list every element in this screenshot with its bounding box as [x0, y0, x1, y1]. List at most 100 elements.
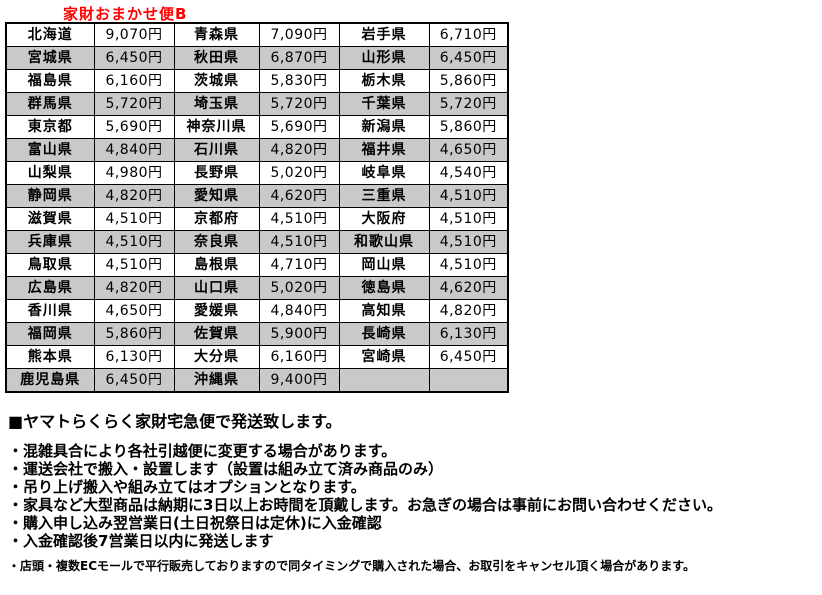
note-line: ・購入申し込み翌営業日(土日祝祭日は定休)に入金確認	[8, 514, 382, 532]
prefecture-cell: 千葉県	[338, 92, 430, 116]
prefecture-cell: 福島県	[5, 69, 95, 93]
price-cell: 4,820円	[93, 276, 175, 300]
price-cell: 6,130円	[428, 322, 509, 346]
prefecture-cell: 山口県	[173, 276, 260, 300]
note-line: ・家具など大型商品は納期に3日以上お時間を頂戴します。お急ぎの場合は事前にお問い…	[8, 496, 722, 514]
prefecture-cell: 茨城県	[173, 69, 260, 93]
price-cell: 6,450円	[93, 46, 175, 70]
prefecture-cell: 広島県	[5, 276, 95, 300]
prefecture-cell: 栃木県	[338, 69, 430, 93]
price-cell: 6,870円	[258, 46, 340, 70]
prefecture-cell: 岐阜県	[338, 161, 430, 185]
table-row: 静岡県 4,820円 愛知県 4,620円 三重県 4,510円	[5, 184, 509, 208]
prefecture-cell: 高知県	[338, 299, 430, 323]
prefecture-cell: 鳥取県	[5, 253, 95, 277]
price-cell: 4,510円	[428, 230, 509, 254]
table-row: 福岡県 5,860円 佐賀県 5,900円 長崎県 6,130円	[5, 322, 509, 346]
price-cell: 4,510円	[428, 184, 509, 208]
price-cell: 4,510円	[258, 230, 340, 254]
price-cell: 5,860円	[428, 115, 509, 139]
prefecture-cell	[338, 368, 430, 393]
price-cell: 4,620円	[428, 276, 509, 300]
price-cell: 4,710円	[258, 253, 340, 277]
table-row: 香川県 4,650円 愛媛県 4,840円 高知県 4,820円	[5, 299, 509, 323]
prefecture-cell: 佐賀県	[173, 322, 260, 346]
price-cell: 4,820円	[258, 138, 340, 162]
price-cell: 4,510円	[93, 253, 175, 277]
prefecture-cell: 新潟県	[338, 115, 430, 139]
price-cell: 5,690円	[258, 115, 340, 139]
table-row: 広島県 4,820円 山口県 5,020円 徳島県 4,620円	[5, 276, 509, 300]
price-cell: 4,510円	[428, 207, 509, 231]
prefecture-cell: 三重県	[338, 184, 430, 208]
table-row: 滋賀県 4,510円 京都府 4,510円 大阪府 4,510円	[5, 207, 509, 231]
prefecture-cell: 愛知県	[173, 184, 260, 208]
price-cell: 9,070円	[93, 22, 175, 47]
table-row: 宮城県 6,450円 秋田県 6,870円 山形県 6,450円	[5, 46, 509, 70]
notes-heading: ■ヤマトらくらく家財宅急便で発送致します。	[8, 412, 342, 431]
price-cell: 6,160円	[93, 69, 175, 93]
prefecture-cell: 滋賀県	[5, 207, 95, 231]
price-cell: 4,510円	[93, 207, 175, 231]
price-cell: 5,720円	[258, 92, 340, 116]
prefecture-cell: 和歌山県	[338, 230, 430, 254]
prefecture-cell: 山梨県	[5, 161, 95, 185]
price-cell: 5,830円	[258, 69, 340, 93]
price-cell: 5,020円	[258, 161, 340, 185]
table-row: 群馬県 5,720円 埼玉県 5,720円 千葉県 5,720円	[5, 92, 509, 116]
price-cell: 5,720円	[428, 92, 509, 116]
price-cell: 6,450円	[428, 345, 509, 369]
price-cell: 4,510円	[93, 230, 175, 254]
prefecture-cell: 愛媛県	[173, 299, 260, 323]
price-cell: 4,840円	[93, 138, 175, 162]
prefecture-cell: 宮崎県	[338, 345, 430, 369]
note-line: ・混雑具合により各社引越便に変更する場合があります。	[8, 442, 397, 460]
price-cell: 6,130円	[93, 345, 175, 369]
price-cell: 5,860円	[428, 69, 509, 93]
prefecture-cell: 岡山県	[338, 253, 430, 277]
price-cell: 4,840円	[258, 299, 340, 323]
prefecture-cell: 東京都	[5, 115, 95, 139]
prefecture-cell: 兵庫県	[5, 230, 95, 254]
price-cell: 5,690円	[93, 115, 175, 139]
prefecture-cell: 鹿児島県	[5, 368, 95, 393]
note-line: ・吊り上げ搬入や組み立てはオプションとなります。	[8, 478, 366, 496]
table-row: 福島県 6,160円 茨城県 5,830円 栃木県 5,860円	[5, 69, 509, 93]
prefecture-cell: 群馬県	[5, 92, 95, 116]
prefecture-cell: 沖縄県	[173, 368, 260, 393]
price-cell: 4,540円	[428, 161, 509, 185]
notes-section: ■ヤマトらくらく家財宅急便で発送致します。 ・混雑具合により各社引越便に変更する…	[8, 412, 818, 574]
price-cell: 6,160円	[258, 345, 340, 369]
table-row: 兵庫県 4,510円 奈良県 4,510円 和歌山県 4,510円	[5, 230, 509, 254]
prefecture-cell: 香川県	[5, 299, 95, 323]
price-cell: 7,090円	[258, 22, 340, 47]
footnote: ・店頭・複数ECモールで平行販売しておりますので同タイミングで購入された場合、お…	[8, 559, 696, 573]
prefecture-cell: 長崎県	[338, 322, 430, 346]
price-cell: 4,650円	[93, 299, 175, 323]
prefecture-cell: 宮城県	[5, 46, 95, 70]
prefecture-cell: 石川県	[173, 138, 260, 162]
prefecture-cell: 京都府	[173, 207, 260, 231]
table-row: 熊本県 6,130円 大分県 6,160円 宮崎県 6,450円	[5, 345, 509, 369]
price-cell: 4,510円	[258, 207, 340, 231]
note-line: ・運送会社で搬入・設置します（設置は組み立て済み商品のみ）	[8, 460, 444, 478]
prefecture-cell: 福井県	[338, 138, 430, 162]
table-row: 北海道 9,070円 青森県 7,090円 岩手県 6,710円	[5, 22, 509, 47]
price-cell: 5,720円	[93, 92, 175, 116]
prefecture-cell: 山形県	[338, 46, 430, 70]
table-row: 鳥取県 4,510円 島根県 4,710円 岡山県 4,510円	[5, 253, 509, 277]
prefecture-cell: 大分県	[173, 345, 260, 369]
price-cell: 6,450円	[93, 368, 175, 393]
prefecture-cell: 徳島県	[338, 276, 430, 300]
table-row: 東京都 5,690円 神奈川県 5,690円 新潟県 5,860円	[5, 115, 509, 139]
table-row: 山梨県 4,980円 長野県 5,020円 岐阜県 4,540円	[5, 161, 509, 185]
price-cell: 9,400円	[258, 368, 340, 393]
price-cell: 4,820円	[428, 299, 509, 323]
prefecture-cell: 静岡県	[5, 184, 95, 208]
price-cell: 4,980円	[93, 161, 175, 185]
price-table-body: 北海道 9,070円 青森県 7,090円 岩手県 6,710円 宮城県 6,450円 秋田県 6…	[5, 22, 509, 393]
prefecture-cell: 神奈川県	[173, 115, 260, 139]
prefecture-cell: 熊本県	[5, 345, 95, 369]
price-cell: 5,020円	[258, 276, 340, 300]
